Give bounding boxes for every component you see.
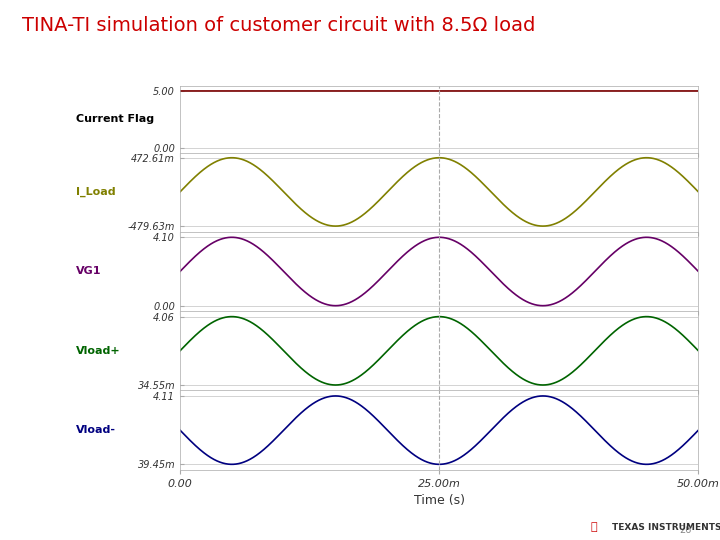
Text: Vload+: Vload+ — [76, 346, 121, 356]
Text: VG1: VG1 — [76, 266, 102, 276]
X-axis label: Time (s): Time (s) — [414, 495, 464, 508]
Text: TINA-TI simulation of customer circuit with 8.5Ω load: TINA-TI simulation of customer circuit w… — [22, 16, 535, 35]
Text: TEXAS INSTRUMENTS: TEXAS INSTRUMENTS — [612, 523, 720, 532]
Text: I_Load: I_Load — [76, 187, 116, 197]
Text: ⭐: ⭐ — [590, 522, 597, 532]
Text: Vload-: Vload- — [76, 425, 117, 435]
Text: 26: 26 — [679, 524, 691, 535]
Text: Current Flag: Current Flag — [76, 114, 155, 124]
